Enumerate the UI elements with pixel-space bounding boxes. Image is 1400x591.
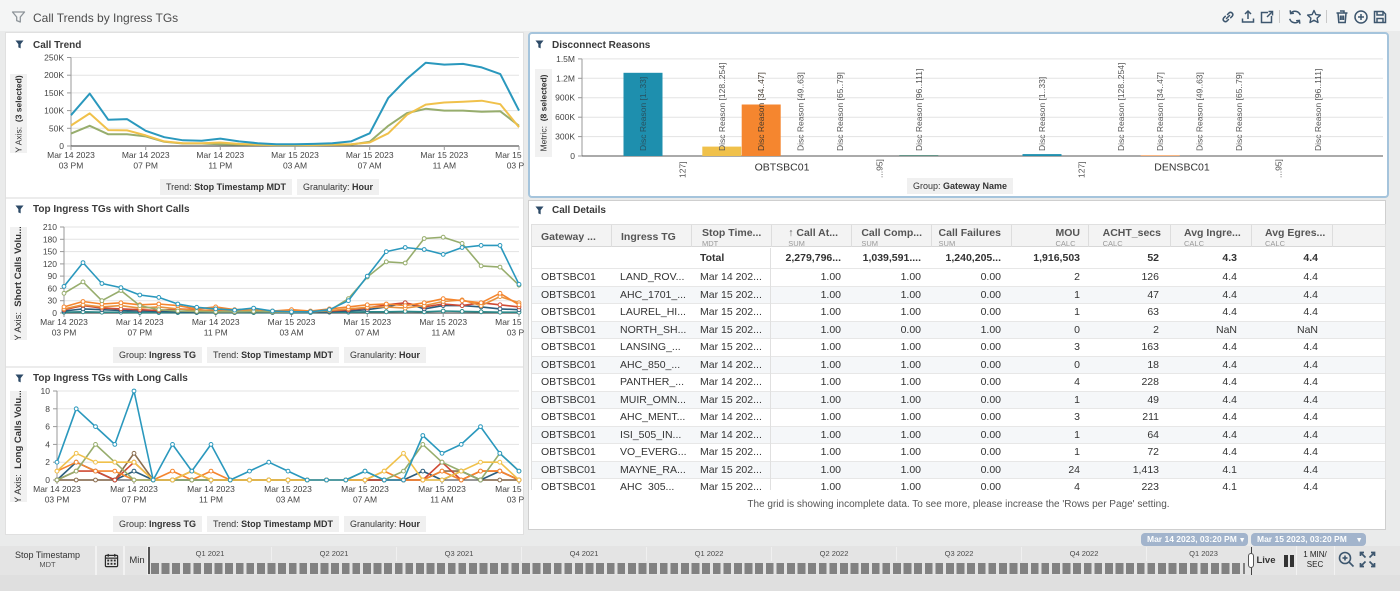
svg-text:Disc Reason [128..254]: Disc Reason [128..254]: [717, 63, 727, 151]
svg-text:150K: 150K: [44, 88, 64, 98]
svg-text:Mar 15 2023: Mar 15 2023: [271, 150, 319, 160]
svg-text:50K: 50K: [49, 123, 64, 133]
svg-text:300K: 300K: [555, 132, 575, 142]
svg-text:03 PM: 03 PM: [507, 328, 524, 338]
svg-text:03 AM: 03 AM: [283, 161, 307, 171]
svg-text:Mar 15 2023: Mar 15 2023: [264, 484, 312, 494]
svg-text:120: 120: [43, 259, 57, 269]
svg-text:07 PM: 07 PM: [122, 495, 147, 505]
svg-text:07 AM: 07 AM: [358, 161, 382, 171]
svg-text:8: 8: [45, 404, 50, 414]
svg-text:07 AM: 07 AM: [353, 495, 377, 505]
svg-text:0: 0: [59, 141, 64, 151]
svg-text:Mar 15 2023: Mar 15 2023: [346, 150, 394, 160]
svg-text:30: 30: [48, 296, 58, 306]
svg-text:200K: 200K: [44, 70, 64, 80]
svg-text:127]: 127]: [677, 161, 687, 178]
svg-text:Disc Reason [65..79]: Disc Reason [65..79]: [1234, 72, 1244, 151]
svg-text:900K: 900K: [555, 93, 575, 103]
svg-text:10: 10: [41, 386, 51, 396]
svg-text:11 PM: 11 PM: [199, 495, 223, 505]
svg-text:Disc Reason [128..254]: Disc Reason [128..254]: [1116, 63, 1126, 151]
svg-text:03 PM: 03 PM: [507, 161, 524, 171]
svg-text:210: 210: [43, 222, 57, 232]
svg-text:07 PM: 07 PM: [128, 328, 153, 338]
svg-text:Mar 14 2023: Mar 14 2023: [122, 150, 170, 160]
svg-text:Mar 15 2023: Mar 15 2023: [420, 150, 468, 160]
svg-text:60: 60: [48, 283, 58, 293]
svg-text:Mar 15 2023: Mar 15 2023: [495, 317, 524, 327]
svg-text:Mar 15 2023: Mar 15 2023: [343, 317, 391, 327]
svg-text:Disc Reason [49..63]: Disc Reason [49..63]: [1195, 72, 1205, 151]
svg-text:Mar 14 2023: Mar 14 2023: [33, 484, 81, 494]
svg-text:Mar 15 2023: Mar 15 2023: [268, 317, 316, 327]
svg-text:Mar 14 2023: Mar 14 2023: [192, 317, 240, 327]
svg-text:Disc Reason [65..79]: Disc Reason [65..79]: [835, 72, 845, 151]
svg-text:Mar 14 2023: Mar 14 2023: [187, 484, 235, 494]
svg-text:Disc Reason [96..111]: Disc Reason [96..111]: [1313, 69, 1323, 151]
svg-text:Disc Reason [34..47]: Disc Reason [34..47]: [1155, 72, 1165, 151]
svg-text:0: 0: [52, 308, 57, 318]
svg-text:Disc Reason [1..33]: Disc Reason [1..33]: [638, 77, 648, 151]
svg-text:...95]: ...95]: [874, 159, 884, 178]
svg-text:11 PM: 11 PM: [204, 328, 228, 338]
svg-text:03 AM: 03 AM: [279, 328, 303, 338]
svg-text:180: 180: [43, 234, 57, 244]
svg-text:4: 4: [45, 439, 50, 449]
svg-text:250K: 250K: [44, 53, 64, 63]
svg-text:100K: 100K: [44, 106, 64, 116]
svg-text:DENSBC01: DENSBC01: [1154, 162, 1210, 174]
svg-text:1.5M: 1.5M: [556, 54, 575, 64]
svg-text:Mar 14 2023: Mar 14 2023: [47, 150, 95, 160]
svg-text:03 PM: 03 PM: [507, 495, 524, 505]
svg-text:OBTSBC01: OBTSBC01: [755, 162, 810, 174]
svg-text:Mar 15 2023: Mar 15 2023: [495, 150, 524, 160]
svg-text:11 PM: 11 PM: [208, 161, 232, 171]
svg-text:0: 0: [570, 151, 575, 161]
svg-text:07 PM: 07 PM: [133, 161, 158, 171]
svg-text:07 AM: 07 AM: [355, 328, 379, 338]
svg-text:Disc Reason [1..33]: Disc Reason [1..33]: [1037, 77, 1047, 151]
svg-text:11 AM: 11 AM: [431, 328, 454, 338]
svg-text:...95]: ...95]: [1273, 159, 1283, 178]
svg-text:127]: 127]: [1076, 161, 1086, 178]
svg-text:Mar 15 2023: Mar 15 2023: [495, 484, 524, 494]
svg-text:Disc Reason [34..47]: Disc Reason [34..47]: [756, 72, 766, 151]
svg-text:03 AM: 03 AM: [276, 495, 300, 505]
svg-text:6: 6: [45, 422, 50, 432]
svg-text:1.2M: 1.2M: [556, 73, 575, 83]
svg-text:Mar 15 2023: Mar 15 2023: [419, 317, 467, 327]
svg-text:Disc Reason [49..63]: Disc Reason [49..63]: [796, 72, 806, 151]
svg-text:Disc Reason [96..111]: Disc Reason [96..111]: [914, 69, 924, 151]
svg-text:03 PM: 03 PM: [45, 495, 70, 505]
svg-text:Mar 14 2023: Mar 14 2023: [110, 484, 158, 494]
svg-text:11 AM: 11 AM: [430, 495, 453, 505]
svg-text:Mar 14 2023: Mar 14 2023: [40, 317, 88, 327]
svg-text:11 AM: 11 AM: [433, 161, 456, 171]
svg-text:Mar 14 2023: Mar 14 2023: [196, 150, 244, 160]
svg-text:150: 150: [43, 247, 57, 257]
svg-text:600K: 600K: [555, 112, 575, 122]
svg-text:03 PM: 03 PM: [59, 161, 84, 171]
svg-text:Mar 14 2023: Mar 14 2023: [116, 317, 164, 327]
svg-text:2: 2: [45, 457, 50, 467]
svg-text:0: 0: [45, 475, 50, 485]
svg-text:03 PM: 03 PM: [52, 328, 77, 338]
svg-text:Mar 15 2023: Mar 15 2023: [418, 484, 466, 494]
svg-text:Mar 15 2023: Mar 15 2023: [341, 484, 389, 494]
svg-text:90: 90: [48, 271, 58, 281]
